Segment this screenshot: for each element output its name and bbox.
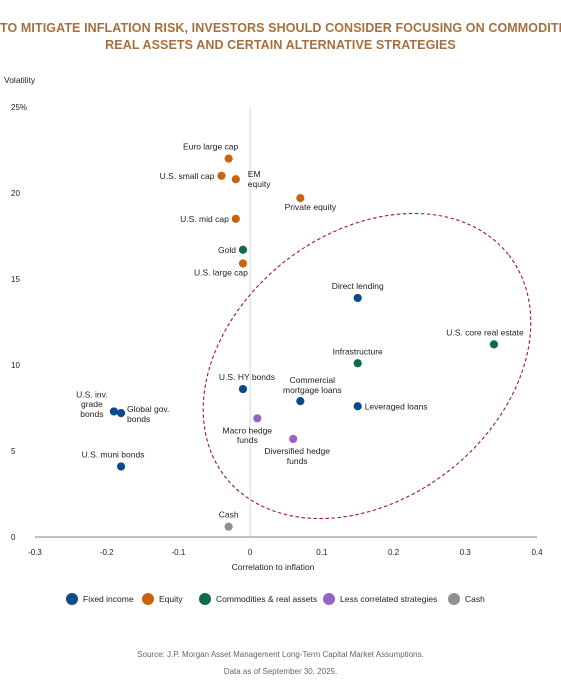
chart-legend: Fixed income Equity Commodities & real ass… xyxy=(66,593,485,605)
data-point xyxy=(253,414,262,423)
legend-label: Equity xyxy=(159,594,183,604)
point-label: Diversified hedge funds xyxy=(264,446,330,466)
x-tick-label: 0.1 xyxy=(316,548,328,557)
x-tick-label: -0.2 xyxy=(100,548,114,557)
point-label: U.S. muni bonds xyxy=(82,449,145,459)
point-label: U.S. small cap xyxy=(160,171,215,181)
data-point xyxy=(238,384,248,394)
point-label: Gold xyxy=(218,245,236,255)
point-labels: Direct lending U.S. HY bonds Commercial mor… xyxy=(76,142,524,520)
x-tick-label: 0 xyxy=(248,548,253,557)
point-label: Leveraged loans xyxy=(365,401,428,411)
x-axis-label: Correlation to inflation xyxy=(232,562,315,572)
legend-marker xyxy=(142,593,154,605)
y-tick-label: 5 xyxy=(11,447,16,456)
legend-marker xyxy=(448,593,460,605)
chart-title: TO MITIGATE INFLATION RISK, INVESTORS SH… xyxy=(0,20,561,54)
y-tick-label: 15 xyxy=(11,275,20,284)
point-label: U.S. core real estate xyxy=(446,327,524,337)
point-label: Direct lending xyxy=(332,281,384,291)
data-point xyxy=(224,154,233,163)
point-label: U.S. mid cap xyxy=(180,214,229,224)
data-point xyxy=(224,522,233,531)
point-label: U.S. inv. grade bonds xyxy=(76,389,108,419)
legend-marker xyxy=(199,593,211,605)
legend-label: Commodities & real assets xyxy=(216,594,317,604)
data-point xyxy=(231,175,240,184)
data-point xyxy=(353,402,362,411)
legend-marker xyxy=(66,593,78,605)
legend-marker xyxy=(323,593,335,605)
highlight-ellipse xyxy=(202,212,532,520)
legend-label: Cash xyxy=(465,594,485,604)
data-point xyxy=(116,462,126,471)
x-tick-label: -0.3 xyxy=(28,548,42,557)
data-point xyxy=(238,259,248,268)
point-label: Commercial mortgage loans xyxy=(283,375,342,395)
point-label: U.S. large cap xyxy=(194,268,248,278)
x-tick-label: 0.4 xyxy=(531,548,543,557)
y-axis-label: Volatility xyxy=(4,75,36,85)
data-point xyxy=(116,409,126,418)
data-point xyxy=(289,434,298,444)
y-tick-label: 25% xyxy=(11,103,27,112)
point-label: U.S. HY bonds xyxy=(219,372,275,382)
x-tick-label: 0.2 xyxy=(388,548,400,557)
highlight-region xyxy=(202,212,532,520)
point-label: Private equity xyxy=(285,202,337,212)
source-note: Source: J.P. Morgan Asset Management Lon… xyxy=(0,646,561,680)
x-tick-label: 0.3 xyxy=(460,548,472,557)
legend-label: Fixed income xyxy=(83,594,134,604)
point-label: Euro large cap xyxy=(183,142,239,152)
data-points xyxy=(109,154,499,531)
data-point xyxy=(296,397,305,406)
data-point xyxy=(238,245,248,254)
data-point xyxy=(217,171,226,180)
point-label: Global gov. bonds xyxy=(127,404,169,424)
data-point xyxy=(109,407,118,416)
data-point xyxy=(231,214,240,223)
data-point xyxy=(489,340,499,349)
chart-title-line-2: REAL ASSETS AND CERTAIN ALTERNATIVE STRA… xyxy=(105,38,456,52)
y-tick-label: 20 xyxy=(11,189,20,198)
point-label: Infrastructure xyxy=(333,346,383,356)
data-point xyxy=(296,194,305,203)
data-point xyxy=(353,359,362,368)
data-point xyxy=(353,293,362,303)
y-tick-label: 10 xyxy=(11,361,20,370)
legend-label: Less correlated strategies xyxy=(340,594,437,604)
point-label: EM equity xyxy=(248,169,271,189)
y-tick-label: 0 xyxy=(11,533,16,542)
chart-title-line-1: TO MITIGATE INFLATION RISK, INVESTORS SH… xyxy=(0,21,561,35)
point-label: Macro hedge funds xyxy=(223,425,273,445)
source-line-2: Data as of September 30, 2025. xyxy=(223,667,338,676)
chart-axes: -0.3 -0.2 -0.1 0 0.1 0.2 0.3 0.4 0 5 10 15 20 25% Vola… xyxy=(4,75,543,572)
x-tick-label: -0.1 xyxy=(172,548,186,557)
source-line-1: Source: J.P. Morgan Asset Management Lon… xyxy=(137,650,424,659)
point-label: Cash xyxy=(219,510,239,520)
